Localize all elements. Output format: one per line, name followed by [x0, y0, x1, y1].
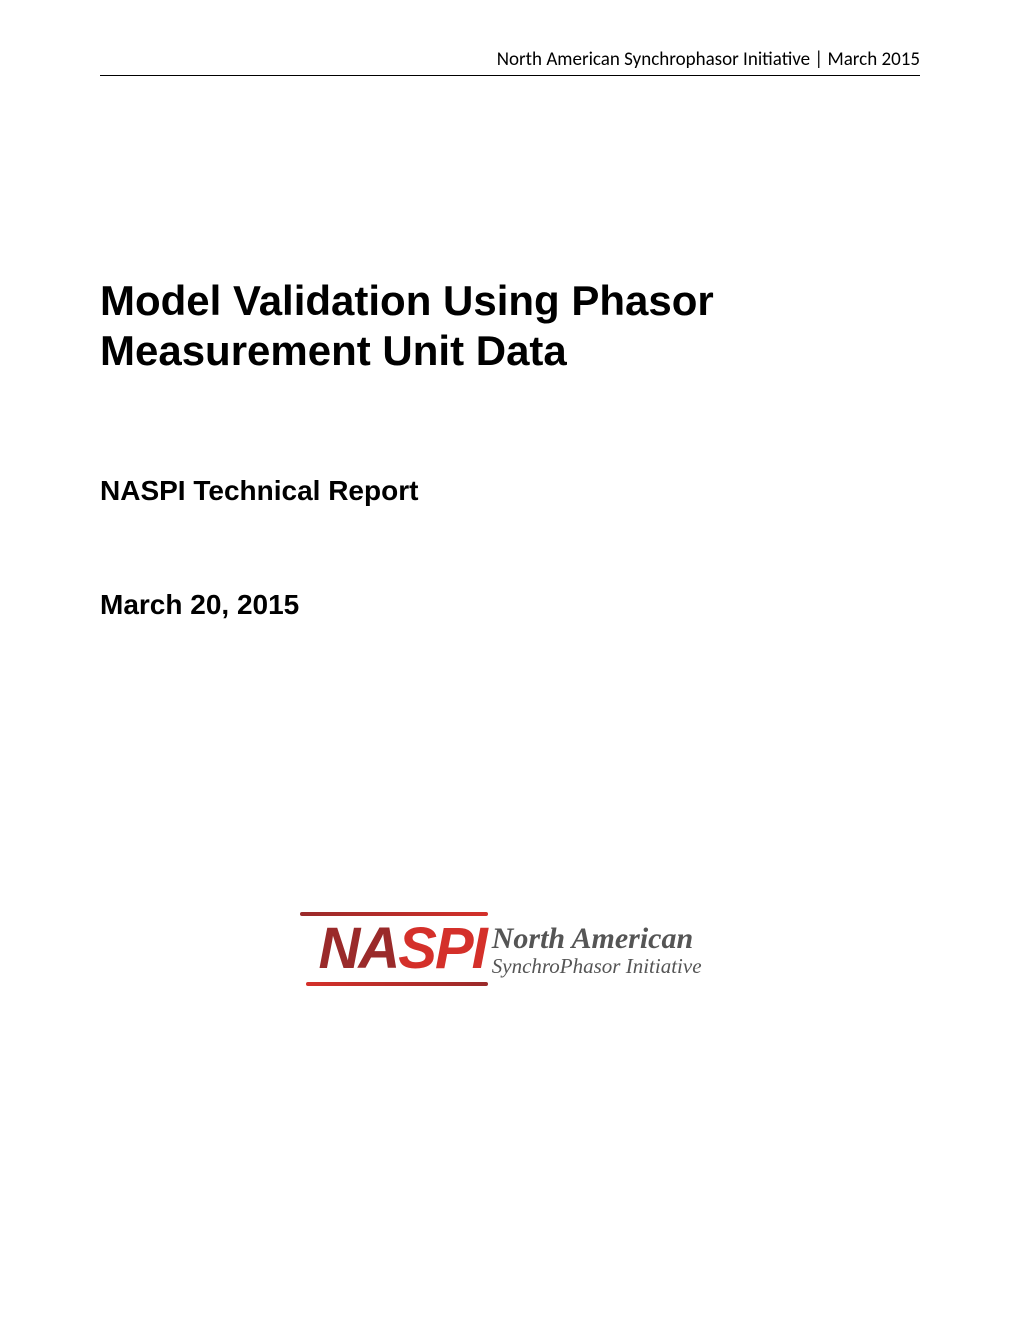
report-subtitle: NASPI Technical Report: [100, 475, 920, 507]
logo-mark-text: NASPI: [318, 916, 485, 981]
logo-tagline-line1: North American: [492, 923, 702, 955]
report-cover-page: North American Synchrophasor Initiative …: [0, 0, 1020, 681]
logo-container: NASPI North American SynchroPhasor Initi…: [0, 920, 1020, 978]
logo-mark: NASPI: [318, 920, 485, 978]
report-date: March 20, 2015: [100, 589, 920, 621]
logo-bar-top-icon: [300, 912, 487, 916]
logo-tagline-line2: SynchroPhasor Initiative: [492, 955, 702, 977]
report-title: Model Validation Using Phasor Measuremen…: [100, 276, 920, 375]
naspi-logo: NASPI North American SynchroPhasor Initi…: [318, 920, 701, 978]
page-header: North American Synchrophasor Initiative …: [100, 48, 920, 76]
logo-bar-bottom-icon: [306, 982, 487, 986]
logo-tagline: North American SynchroPhasor Initiative: [492, 921, 702, 977]
